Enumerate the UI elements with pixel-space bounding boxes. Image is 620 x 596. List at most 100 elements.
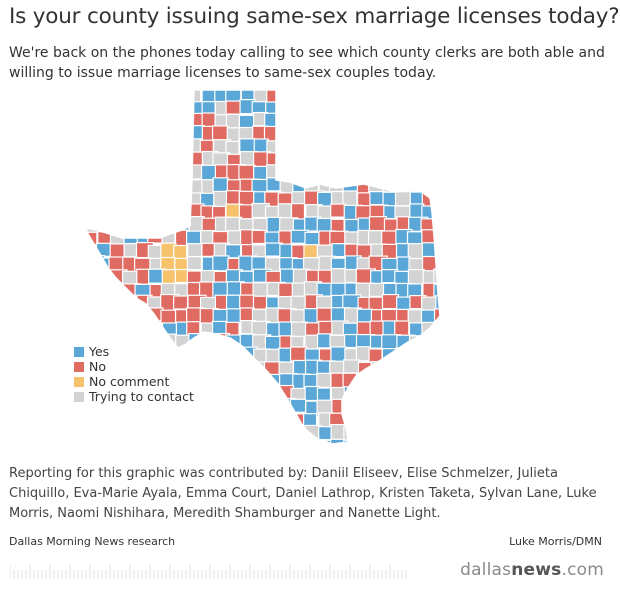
- county-cell: [420, 90, 439, 101]
- county-cell: [330, 438, 346, 444]
- county-cell: [174, 164, 189, 182]
- county-cell: [160, 413, 177, 430]
- county-cell: [434, 385, 440, 403]
- county-cell: [420, 348, 436, 364]
- county-cell: [162, 152, 181, 172]
- county-cell: [148, 191, 168, 207]
- legend-label-yes: Yes: [89, 344, 110, 359]
- county-cell: [303, 101, 321, 118]
- county-cell: [186, 138, 202, 154]
- county-cell: [381, 151, 397, 168]
- county-cell: [279, 100, 295, 116]
- county-cell: [318, 127, 334, 145]
- legend-item-no-comment: No comment: [74, 374, 224, 389]
- county-cell: [290, 151, 308, 170]
- county-cell: [394, 387, 413, 405]
- county-cell: [136, 217, 157, 232]
- source-note: Dallas Morning News research: [9, 535, 176, 548]
- county-cell: [355, 114, 374, 130]
- county-cell: [95, 295, 112, 312]
- county-cell: [148, 411, 164, 428]
- county-cell: [368, 373, 388, 388]
- county-cell: [433, 436, 440, 444]
- county-cell: [316, 138, 332, 154]
- county-cell: [162, 124, 178, 141]
- county-cell: [174, 151, 190, 169]
- county-cell: [408, 373, 428, 392]
- county-cell: [290, 112, 306, 129]
- county-cell: [266, 439, 286, 444]
- county-cell: [110, 308, 130, 324]
- county-cell: [342, 90, 362, 104]
- county-cell: [86, 438, 102, 444]
- county-cell: [212, 255, 230, 272]
- county-cell: [136, 191, 153, 206]
- county-cell: [434, 114, 440, 132]
- county-cell: [448, 115, 458, 131]
- county-cell: [251, 178, 268, 194]
- county-cell: [316, 295, 333, 310]
- county-cell: [383, 413, 398, 431]
- county-cell: [292, 439, 313, 444]
- county-cell: [394, 152, 410, 172]
- county-cell: [331, 90, 352, 104]
- county-cell: [173, 244, 188, 261]
- dallasnews-logo[interactable]: dallasnews.com: [460, 560, 604, 580]
- county-cell: [265, 426, 281, 444]
- county-cell: [433, 126, 440, 145]
- county-cell: [110, 296, 129, 315]
- county-cell: [291, 90, 308, 102]
- county-cell: [449, 282, 458, 296]
- county-cell: [447, 425, 458, 440]
- legend-label-no-comment: No comment: [89, 374, 170, 389]
- county-cell: [226, 372, 242, 387]
- county-cell: [434, 191, 440, 208]
- county-cell: [147, 112, 166, 129]
- county-cell: [108, 217, 127, 232]
- county-cell: [291, 140, 308, 158]
- county-cell: [212, 411, 230, 427]
- county-cell: [342, 372, 362, 388]
- county-cell: [109, 140, 126, 156]
- county-cell: [355, 424, 372, 440]
- county-cell: [121, 437, 138, 444]
- county-cell: [238, 374, 258, 390]
- county-cell: [86, 426, 100, 442]
- county-cell: [370, 386, 391, 405]
- logo-text-com: .com: [561, 560, 604, 580]
- county-cell: [108, 152, 124, 167]
- county-cell: [356, 166, 373, 182]
- county-cell: [96, 125, 114, 141]
- county-cell: [135, 165, 155, 182]
- county-cell: [86, 90, 99, 103]
- county-cell: [86, 268, 101, 285]
- county-cell: [447, 232, 458, 246]
- intro-text: We're back on the phones today calling t…: [9, 45, 605, 81]
- county-cell: [86, 153, 100, 169]
- county-cell: [264, 386, 283, 404]
- county-cell: [199, 413, 216, 428]
- county-cell: [277, 424, 292, 439]
- county-cell: [135, 139, 154, 154]
- county-cell: [161, 424, 182, 439]
- county-cell: [409, 398, 428, 415]
- county-cell: [108, 204, 124, 222]
- county-cell: [86, 99, 101, 114]
- county-cell: [121, 138, 141, 156]
- county-cell: [121, 191, 139, 206]
- county-cell: [421, 321, 437, 338]
- county-cell: [122, 100, 138, 119]
- county-cell: [226, 348, 245, 364]
- county-cell: [136, 413, 153, 431]
- county-cell: [86, 309, 99, 324]
- county-cell: [279, 125, 296, 143]
- county-cell: [448, 243, 458, 258]
- county-cell: [343, 399, 362, 416]
- county-cell: [173, 295, 189, 310]
- county-cell: [395, 139, 413, 158]
- county-cell: [331, 140, 350, 158]
- county-cell: [304, 112, 324, 130]
- county-cell: [238, 411, 258, 426]
- county-cell: [420, 137, 440, 153]
- county-cell: [395, 372, 412, 387]
